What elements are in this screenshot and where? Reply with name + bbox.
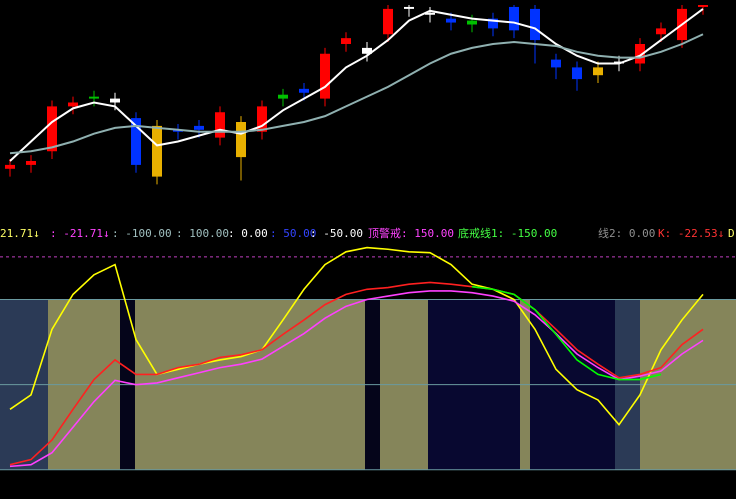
candle-body bbox=[488, 18, 498, 29]
moving-average bbox=[9, 8, 704, 162]
candle-body bbox=[383, 8, 393, 35]
legend-entry: : -50.00 bbox=[310, 227, 363, 240]
candle-body bbox=[635, 44, 645, 64]
indicator-line bbox=[9, 246, 704, 426]
legend-entry: 底戒线1: -150.00 bbox=[458, 226, 557, 240]
candle-body bbox=[341, 38, 351, 44]
legend-entry: : 0.00 bbox=[228, 227, 268, 240]
candle-body bbox=[656, 28, 666, 35]
candle-body bbox=[404, 6, 414, 9]
legend-entry: : 100.00 bbox=[176, 227, 229, 240]
candle-body bbox=[509, 6, 519, 31]
candle-body bbox=[446, 18, 456, 23]
legend-entry: D bbox=[728, 227, 735, 240]
candle-body bbox=[278, 94, 288, 99]
legend-entry: : 50.00 bbox=[270, 227, 316, 240]
indicator-line bbox=[9, 290, 704, 468]
candle-body bbox=[215, 112, 225, 138]
candle-body bbox=[131, 118, 141, 165]
candle-body bbox=[572, 67, 582, 80]
candle-body bbox=[593, 67, 603, 76]
candle-body bbox=[152, 125, 162, 177]
candle-body bbox=[320, 53, 330, 99]
candle-body bbox=[551, 59, 561, 68]
candle-body bbox=[467, 20, 477, 25]
candle-body bbox=[5, 164, 15, 169]
candle-body bbox=[47, 106, 57, 152]
legend-entry: : -21.71↓ bbox=[50, 227, 110, 240]
legend-entry: 顶警戒: 150.00 bbox=[368, 226, 454, 240]
candle-body bbox=[89, 96, 99, 99]
candle-body bbox=[194, 125, 204, 130]
candle-body bbox=[299, 88, 309, 93]
candle-body bbox=[236, 122, 246, 158]
candle-body bbox=[698, 5, 708, 7]
candle-body bbox=[362, 47, 372, 54]
legend-entry: 线2: 0.00 bbox=[598, 226, 655, 240]
moving-average bbox=[9, 33, 704, 155]
indicator-line bbox=[471, 285, 662, 381]
candle-body bbox=[425, 12, 435, 15]
legend-entry: : -100.00 bbox=[112, 227, 172, 240]
legend-entry: K: -22.53↓ bbox=[658, 227, 724, 240]
candle-body bbox=[257, 106, 267, 132]
indicator-line bbox=[9, 281, 704, 466]
candle-body bbox=[530, 8, 540, 41]
legend-entry: 21.71↓ bbox=[0, 227, 40, 240]
candle-body bbox=[110, 98, 120, 103]
candle-body bbox=[26, 161, 36, 165]
candle-body bbox=[68, 102, 78, 107]
